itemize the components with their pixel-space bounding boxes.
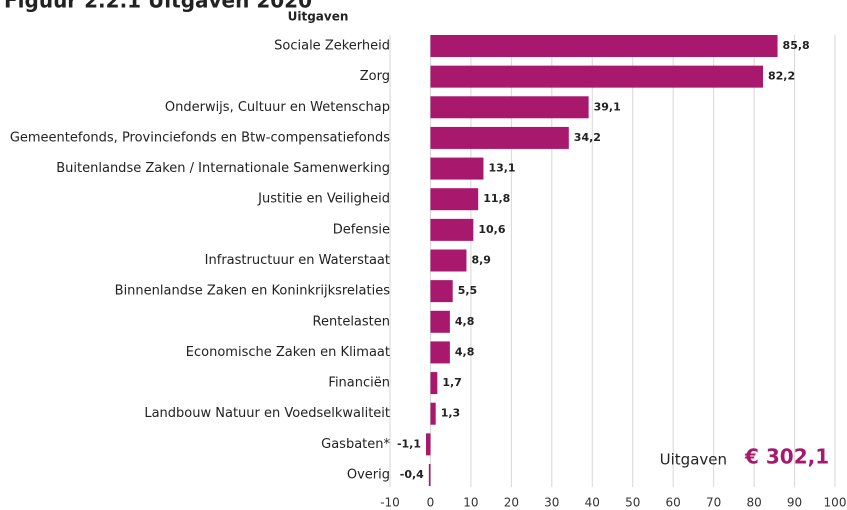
annotation-label: Uitgaven [660, 451, 727, 469]
y-tick-label: Onderwijs, Cultuur en Wetenschap [165, 100, 390, 115]
x-tick-label: 80 [746, 496, 761, 510]
value-label: 11,8 [483, 192, 510, 205]
y-tick-label: Economische Zaken en Klimaat [186, 345, 390, 360]
bar [428, 464, 431, 486]
value-label: -1,1 [397, 437, 421, 450]
value-label: 13,1 [488, 162, 515, 175]
value-label: 1,7 [442, 376, 462, 389]
x-tick-label: -10 [380, 496, 400, 510]
bar [430, 126, 569, 149]
x-tick-label: 90 [787, 496, 802, 510]
bar [430, 280, 453, 303]
y-tick-label: Gemeentefonds, Provinciefonds en Btw-com… [10, 130, 390, 145]
x-tick-label: 40 [585, 496, 600, 510]
y-tick-label: Zorg [360, 69, 390, 84]
value-label: 82,2 [768, 70, 795, 83]
value-label: 34,2 [574, 131, 601, 144]
x-tick-label: 10 [463, 496, 478, 510]
y-tick-label: Buitenlandse Zaken / Internationale Same… [56, 161, 390, 176]
value-label: 10,6 [478, 223, 505, 236]
y-tick-label: Landbouw Natuur en Voedselkwaliteit [144, 406, 390, 421]
bar [430, 96, 589, 119]
value-label: 4,8 [455, 315, 475, 328]
y-tick-label: Defensie [333, 222, 390, 237]
annotation-value: € 302,1 [744, 445, 829, 469]
y-tick-label: Sociale Zekerheid [274, 39, 390, 54]
bar [430, 65, 763, 88]
bar [430, 218, 474, 241]
bar [430, 157, 484, 180]
value-label: 5,5 [458, 284, 478, 297]
bar [430, 402, 436, 425]
x-tick-label: 0 [427, 496, 435, 510]
bar [426, 433, 431, 456]
y-tick-label: Infrastructuur en Waterstaat [205, 253, 390, 268]
bar [430, 372, 438, 395]
x-tick-label: 20 [504, 496, 519, 510]
y-tick-label: Financiën [328, 376, 390, 391]
value-label: 85,8 [783, 39, 810, 52]
bar [430, 249, 467, 272]
x-tick-label: 30 [544, 496, 559, 510]
x-tick-label: 70 [706, 496, 721, 510]
value-label: -0,4 [400, 468, 424, 481]
axis-label: Uitgaven [288, 10, 349, 24]
bar [430, 310, 450, 333]
bar [430, 188, 479, 211]
value-label: 1,3 [441, 407, 461, 420]
chart-title: Figuur 2.2.1 Uitgaven 2020 [4, 0, 312, 13]
y-tick-label: Overig [347, 468, 390, 483]
x-tick-label: 50 [625, 496, 640, 510]
value-label: 39,1 [594, 100, 621, 113]
y-tick-label: Justitie en Veiligheid [257, 192, 390, 207]
value-label: 8,9 [471, 254, 491, 267]
y-tick-label: Binnenlandse Zaken en Koninkrijksrelatie… [115, 284, 391, 299]
x-tick-label: 60 [666, 496, 681, 510]
y-tick-label: Gasbaten* [321, 437, 390, 452]
y-tick-label: Rentelasten [313, 314, 390, 329]
bar [430, 35, 778, 57]
value-label: 4,8 [455, 345, 475, 358]
x-tick-label: 100 [824, 496, 847, 510]
bar [430, 341, 450, 364]
